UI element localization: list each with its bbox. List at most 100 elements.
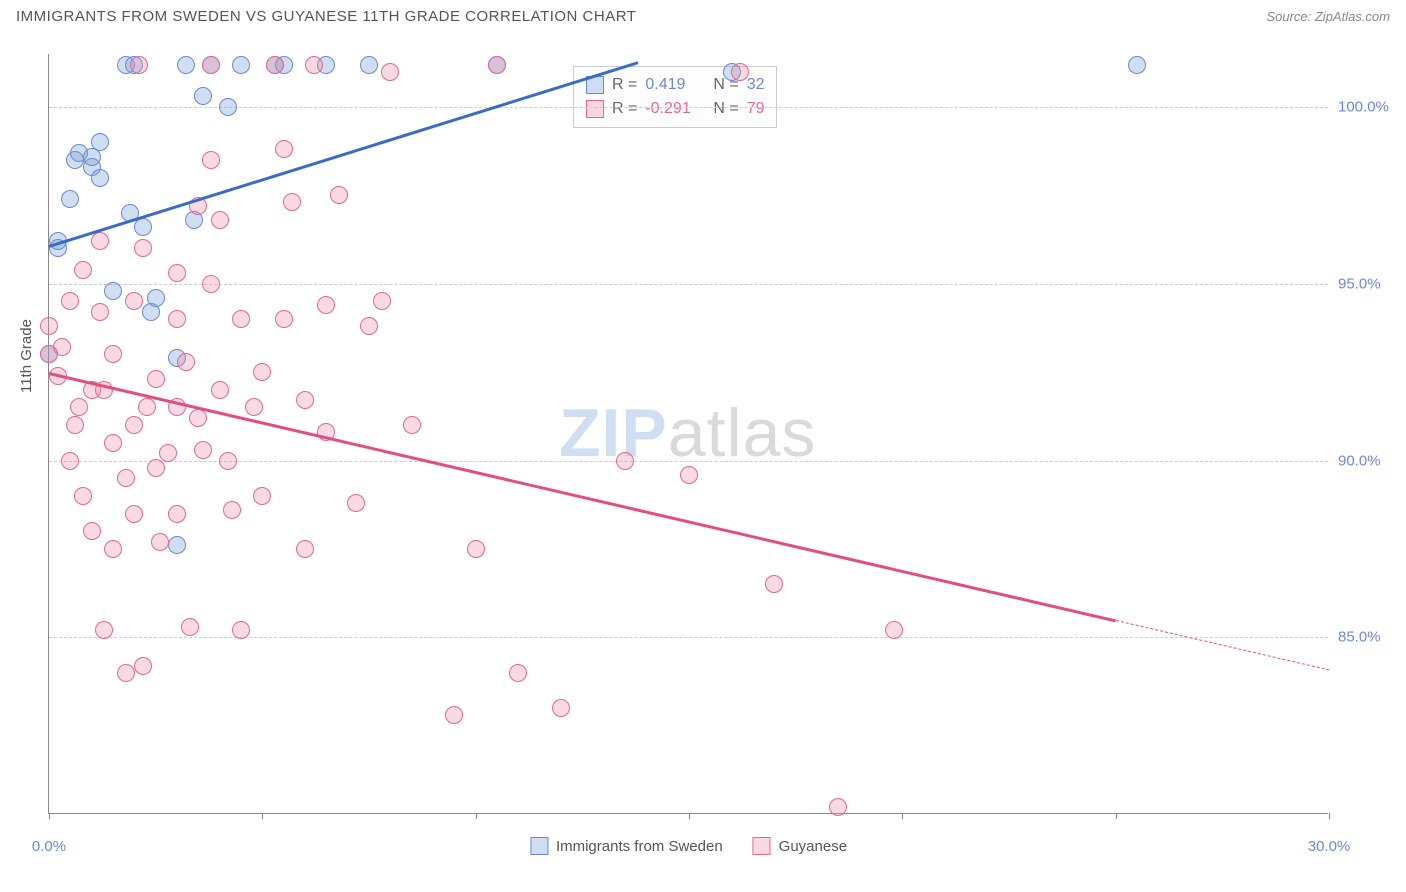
- data-point: [74, 261, 92, 279]
- data-point: [202, 275, 220, 293]
- data-point: [104, 434, 122, 452]
- data-point: [680, 466, 698, 484]
- data-point: [360, 317, 378, 335]
- data-point: [232, 56, 250, 74]
- data-point: [266, 56, 284, 74]
- x-tick: [49, 813, 50, 819]
- r-value: -0.291: [645, 97, 705, 121]
- r-label: R =: [612, 73, 637, 97]
- data-point: [616, 452, 634, 470]
- n-value: 79: [747, 97, 765, 121]
- gridline: [49, 107, 1328, 108]
- data-point: [168, 264, 186, 282]
- data-point: [181, 618, 199, 636]
- data-point: [134, 657, 152, 675]
- data-point: [296, 391, 314, 409]
- header: IMMIGRANTS FROM SWEDEN VS GUYANESE 11TH …: [0, 0, 1406, 29]
- data-point: [194, 87, 212, 105]
- data-point: [189, 409, 207, 427]
- data-point: [53, 338, 71, 356]
- data-point: [381, 63, 399, 81]
- x-tick: [689, 813, 690, 819]
- data-point: [91, 169, 109, 187]
- data-point: [253, 487, 271, 505]
- y-axis-title: 11th Grade: [18, 319, 35, 393]
- data-point: [360, 56, 378, 74]
- data-point: [130, 56, 148, 74]
- data-point: [147, 289, 165, 307]
- data-point: [91, 133, 109, 151]
- legend-swatch: [753, 837, 771, 855]
- chart-legend: Immigrants from SwedenGuyanese: [530, 837, 847, 855]
- data-point: [283, 193, 301, 211]
- data-point: [147, 370, 165, 388]
- data-point: [70, 398, 88, 416]
- x-tick-label: 30.0%: [1308, 838, 1351, 855]
- y-tick-label: 85.0%: [1338, 629, 1398, 646]
- x-tick: [1329, 813, 1330, 819]
- data-point: [104, 282, 122, 300]
- data-point: [66, 416, 84, 434]
- source-attribution: Source: ZipAtlas.com: [1266, 9, 1390, 24]
- data-point: [125, 292, 143, 310]
- x-tick: [902, 813, 903, 819]
- data-point: [117, 469, 135, 487]
- data-point: [305, 56, 323, 74]
- data-point: [61, 452, 79, 470]
- data-point: [403, 416, 421, 434]
- y-tick-label: 90.0%: [1338, 452, 1398, 469]
- data-point: [552, 699, 570, 717]
- data-point: [347, 494, 365, 512]
- x-tick: [1116, 813, 1117, 819]
- data-point: [275, 140, 293, 158]
- trend-line: [49, 372, 1116, 622]
- data-point: [245, 398, 263, 416]
- data-point: [211, 381, 229, 399]
- data-point: [330, 186, 348, 204]
- r-label: R =: [612, 97, 637, 121]
- data-point: [117, 664, 135, 682]
- data-point: [317, 296, 335, 314]
- data-point: [509, 664, 527, 682]
- data-point: [61, 292, 79, 310]
- data-point: [159, 444, 177, 462]
- data-point: [232, 310, 250, 328]
- data-point: [168, 310, 186, 328]
- data-point: [83, 522, 101, 540]
- data-point: [202, 56, 220, 74]
- data-point: [211, 211, 229, 229]
- data-point: [168, 505, 186, 523]
- data-point: [177, 353, 195, 371]
- data-point: [134, 239, 152, 257]
- legend-item: Immigrants from Sweden: [530, 837, 723, 855]
- gridline: [49, 461, 1328, 462]
- y-tick-label: 95.0%: [1338, 275, 1398, 292]
- n-value: 32: [747, 73, 765, 97]
- legend-swatch: [586, 100, 604, 118]
- legend-label: Immigrants from Sweden: [556, 838, 723, 855]
- data-point: [731, 63, 749, 81]
- data-point: [138, 398, 156, 416]
- data-point: [223, 501, 241, 519]
- data-point: [296, 540, 314, 558]
- data-point: [61, 190, 79, 208]
- x-tick: [476, 813, 477, 819]
- data-point: [467, 540, 485, 558]
- data-point: [95, 621, 113, 639]
- data-point: [373, 292, 391, 310]
- stats-row: R =-0.291N =79: [586, 97, 764, 121]
- data-point: [829, 798, 847, 816]
- data-point: [275, 310, 293, 328]
- data-point: [177, 56, 195, 74]
- data-point: [40, 317, 58, 335]
- chart-title: IMMIGRANTS FROM SWEDEN VS GUYANESE 11TH …: [16, 8, 636, 25]
- data-point: [445, 706, 463, 724]
- trend-line: [1116, 620, 1330, 670]
- data-point: [125, 505, 143, 523]
- data-point: [232, 621, 250, 639]
- data-point: [202, 151, 220, 169]
- data-point: [488, 56, 506, 74]
- data-point: [219, 452, 237, 470]
- data-point: [104, 345, 122, 363]
- y-tick-label: 100.0%: [1338, 99, 1398, 116]
